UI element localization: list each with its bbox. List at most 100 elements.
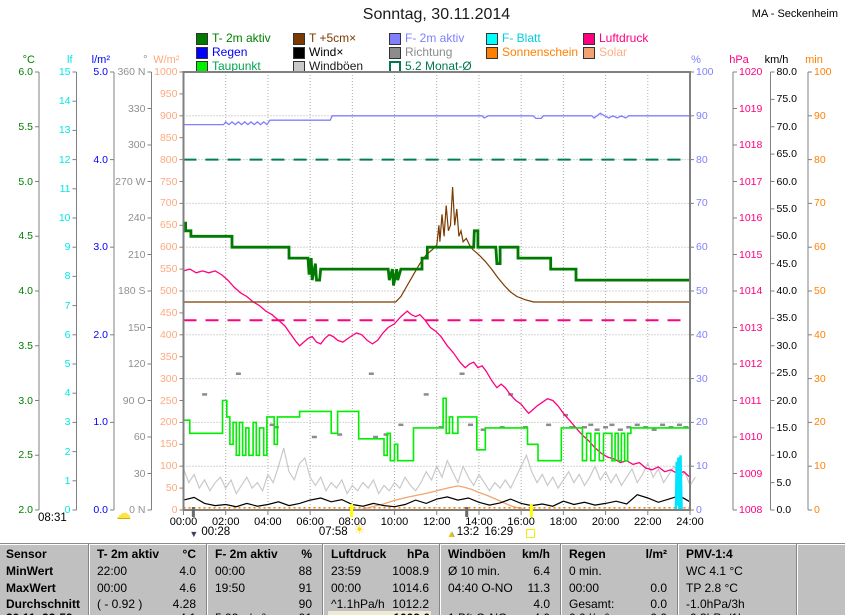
table-row-label: Durchschnitt (6, 597, 81, 611)
axis-tick-label: 300 (127, 139, 146, 151)
axis-tick-label: 80 (814, 153, 826, 166)
legend-label: F- 2m aktiv (405, 31, 465, 45)
table-cell-value: 0.0 (650, 597, 667, 611)
table-cell-text: 23:59 (331, 564, 362, 578)
legend-swatch-3 (389, 33, 401, 45)
axis-tick-label: 4.0 (18, 285, 33, 297)
time-marker-tick (529, 504, 533, 517)
axis-tick-label: 8 (64, 270, 71, 283)
table-cell-value: 1008.9 (392, 564, 429, 578)
axis-tick-label: 6 (64, 328, 71, 341)
cloud-icon: ☁ (116, 505, 131, 522)
table-cell-value: % (301, 547, 312, 561)
axis-tick-label: 0 N (129, 504, 146, 516)
axis-tick-label: 750 (159, 175, 178, 188)
axis-tick-label: 60 (814, 241, 826, 254)
table-cell-text: Windböen (448, 547, 506, 561)
axis-unit-header: ° (143, 54, 148, 66)
axis-tick-label: 1016 (739, 212, 763, 224)
legend-swatch-10 (583, 47, 595, 59)
axis-tick-label: 60 (696, 241, 708, 254)
axis-unit-header: min (805, 54, 823, 66)
axis-tick-label: 850 (159, 131, 178, 144)
x-axis-label: 02:00 (211, 516, 240, 528)
axis-tick-label: 40 (696, 328, 708, 341)
axis-tick-label: 150 (159, 438, 178, 451)
table-cell-text: Gesamt: (569, 597, 615, 611)
page-title: Sonntag, 30.11.2014 (362, 6, 511, 23)
table-cell-value: °C (182, 547, 196, 561)
axis-tick-label: 90 O (122, 394, 146, 407)
axis-tick-label: 10 (58, 212, 71, 224)
axis-tick-label: 90 (814, 109, 826, 122)
axis-unit-header: l/m² (91, 54, 110, 66)
axis-tick-label: 80 (696, 153, 708, 166)
axis-tick-label: 4.5 (18, 230, 33, 243)
series-taupunkt (183, 397, 690, 462)
moonset-time-label: 08:31 (38, 512, 67, 524)
table-cell-value: 91 (298, 581, 312, 595)
series-luftdruck (183, 268, 691, 478)
x-axis-label: 14:00 (465, 516, 493, 528)
axis-tick-label: 50.0 (776, 230, 797, 243)
axis-tick-label: 35.0 (776, 312, 797, 325)
axis-tick-label: 1011 (739, 394, 762, 407)
table-column-separator (560, 544, 561, 615)
series-f-blatt (674, 455, 683, 511)
table-column-separator (88, 544, 89, 615)
axis-tick-label: 700 (159, 197, 178, 210)
axis-unit-header: km/h (764, 54, 789, 66)
axis-tick-label: 90 (696, 109, 708, 122)
table-cell-value: 90 (298, 597, 312, 611)
table-cell-value: 4.1 (94, 611, 196, 615)
x-axis-label: 04:00 (254, 516, 282, 528)
axis-tick-label: 1009 (739, 467, 763, 480)
axis-tick-label: 1014 (739, 285, 763, 297)
legend-label: F- Blatt (502, 31, 541, 45)
moon-rise-icon: ▲ (446, 529, 456, 539)
axis-tick-label: 9 (64, 241, 71, 254)
table-row-label: 30.11. 23:59 (6, 611, 73, 615)
axis-tick-label: 65.0 (776, 148, 797, 161)
legend-label: T- 2m aktiv (212, 31, 271, 45)
sun-icon: ☀ (353, 522, 366, 537)
axis-tick-label: 550 (159, 263, 178, 276)
table-cell-text: PMV-1:4 (686, 547, 733, 561)
axis-tick-label: 30 (696, 372, 708, 385)
axis-tick-label: 100 (814, 66, 832, 78)
axis-tick-label: 50 (696, 285, 708, 297)
axis-tick-label: 0.0 (93, 504, 108, 516)
axis-tick-label: 3.5 (18, 339, 33, 352)
axis-tick-label: 1019 (739, 102, 763, 115)
legend-label: Luftdruck (599, 31, 649, 45)
axis-tick-label: 2 (64, 445, 71, 458)
axis-tick-label: 0 (64, 504, 71, 516)
axis-tick-label: 1017 (739, 175, 763, 188)
axis-tick-label: 14 (58, 95, 71, 108)
table-cell-value: 0.0 (566, 611, 667, 615)
axis-tick-label: 25.0 (776, 367, 797, 380)
time-marker-label: 13:2 (456, 526, 480, 538)
axis-tick-label: 40.0 (776, 285, 797, 297)
table-cell-text: 00:00 (97, 581, 128, 595)
axis-tick-label: 5.0 (93, 66, 108, 78)
axis-tick-label: 2.0 (18, 504, 33, 516)
table-row-label: MaxWert (6, 581, 56, 595)
x-axis-label: 22:00 (634, 516, 662, 528)
table-cell-text: 00:00 (331, 581, 362, 595)
axis-tick-label: 10 (814, 460, 826, 473)
table-row-label: Sensor (6, 547, 47, 561)
axis-tick-label: 60.0 (776, 175, 797, 188)
axis-tick-label: 80.0 (776, 66, 797, 78)
table-cell-value: 1014.6 (392, 581, 429, 595)
axis-tick-label: 1000 (154, 66, 178, 78)
table-row-label: MinWert (6, 564, 54, 578)
series-windb-en (182, 447, 696, 495)
table-cell-text: Regen (569, 547, 606, 561)
table-cell-text: Luftdruck (331, 547, 387, 561)
axis-tick-label: 900 (159, 109, 178, 122)
table-cell-value: 1012.2 (392, 597, 429, 611)
axis-tick-label: 1018 (739, 139, 763, 151)
axis-tick-label: 20 (696, 416, 708, 429)
series-solar (358, 485, 528, 511)
